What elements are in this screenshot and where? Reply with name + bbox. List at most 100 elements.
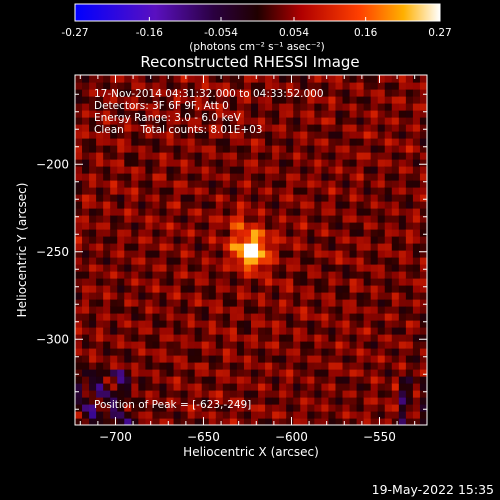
heatmap-cell [166, 208, 175, 216]
heatmap-cell [342, 404, 351, 412]
heatmap-cell [349, 187, 358, 195]
heatmap-cell [384, 187, 393, 195]
heatmap-cell [103, 278, 111, 286]
heatmap-cell [236, 201, 245, 209]
heatmap-cell [286, 264, 294, 272]
heatmap-cell [377, 75, 386, 83]
heatmap-cell [412, 75, 421, 83]
heatmap-cell [215, 131, 224, 139]
heatmap-cell [335, 96, 344, 104]
heatmap-cell [251, 411, 259, 419]
heatmap-cell [300, 103, 308, 111]
heatmap-cell [265, 250, 273, 258]
heatmap-cell [201, 229, 210, 237]
heatmap-cell [208, 250, 217, 258]
heatmap-cell [335, 208, 344, 216]
heatmap-cell [412, 180, 421, 188]
heatmap-cell [208, 271, 217, 279]
heatmap-cell [152, 334, 161, 342]
heatmap-cell [180, 124, 189, 132]
heatmap-cell [265, 285, 273, 293]
heatmap-cell [236, 194, 245, 202]
heatmap-cell [166, 383, 175, 391]
heatmap-cell [152, 229, 161, 237]
heatmap-cell [173, 131, 182, 139]
heatmap-cell [314, 369, 322, 377]
heatmap-cell [131, 145, 139, 153]
heatmap-cell [251, 355, 259, 363]
heatmap-cell [335, 327, 344, 335]
heatmap-cell [75, 152, 83, 160]
heatmap-cell [272, 257, 280, 265]
heatmap-cell [124, 173, 132, 181]
heatmap-cell [363, 96, 372, 104]
heatmap-cell [96, 313, 104, 321]
heatmap-cell [222, 208, 231, 216]
heatmap-cell [300, 257, 308, 265]
heatmap-cell [412, 257, 421, 265]
heatmap-cell [335, 159, 344, 167]
heatmap-cell [370, 96, 379, 104]
x-tick-label: −650 [187, 430, 220, 444]
heatmap-cell [251, 278, 259, 286]
heatmap-cell [208, 96, 217, 104]
heatmap-cell [314, 201, 322, 209]
heatmap-cell [328, 418, 337, 425]
heatmap-cell [96, 138, 104, 146]
heatmap-cell [145, 159, 154, 167]
heatmap-cell [110, 89, 118, 97]
heatmap-cell [356, 96, 365, 104]
heatmap-cell [412, 376, 421, 384]
heatmap-cell [131, 75, 139, 83]
heatmap-cell [405, 383, 414, 391]
heatmap-cell [307, 222, 315, 230]
heatmap-cell [328, 404, 337, 412]
heatmap-cell [208, 418, 217, 425]
heatmap-cell [356, 110, 365, 118]
heatmap-cell [300, 229, 308, 237]
heatmap-cell [293, 152, 301, 160]
heatmap-cell [222, 159, 231, 167]
heatmap-cell [377, 187, 386, 195]
heatmap-cell [187, 110, 196, 118]
heatmap-cell [251, 75, 259, 83]
heatmap-cell [419, 271, 427, 279]
heatmap-cell [335, 278, 344, 286]
heatmap-cell [265, 82, 273, 90]
heatmap-cell [117, 362, 125, 370]
heatmap-cell [103, 236, 111, 244]
heatmap-cell [173, 117, 182, 125]
heatmap-cell [391, 166, 400, 174]
heatmap-cell [110, 236, 118, 244]
heatmap-cell [419, 229, 427, 237]
heatmap-cell [377, 313, 386, 321]
heatmap-cell [201, 208, 210, 216]
heatmap-cell [117, 397, 125, 405]
heatmap-cell [279, 124, 287, 132]
heatmap-cell [145, 82, 154, 90]
heatmap-cell [286, 103, 294, 111]
heatmap-cell [398, 404, 407, 412]
heatmap-cell [145, 152, 154, 160]
heatmap-cell [384, 362, 393, 370]
heatmap-cell [363, 159, 372, 167]
heatmap-cell [335, 124, 344, 132]
heatmap-cell [124, 152, 132, 160]
heatmap-cell [103, 348, 111, 356]
heatmap-cell [335, 411, 344, 419]
heatmap-cell [279, 278, 287, 286]
heatmap-cell [222, 411, 231, 419]
heatmap-cell [342, 117, 351, 125]
heatmap-cell [300, 397, 308, 405]
heatmap-cell [363, 397, 372, 405]
heatmap-cell [152, 285, 161, 293]
heatmap-cell [272, 404, 280, 412]
heatmap-cell [321, 264, 330, 272]
heatmap-cell [243, 103, 252, 111]
heatmap-cell [215, 124, 224, 132]
heatmap-cell [89, 383, 97, 391]
heatmap-cell [215, 390, 224, 398]
heatmap-cell [405, 201, 414, 209]
heatmap-cell [363, 334, 372, 342]
heatmap-cell [243, 271, 252, 279]
